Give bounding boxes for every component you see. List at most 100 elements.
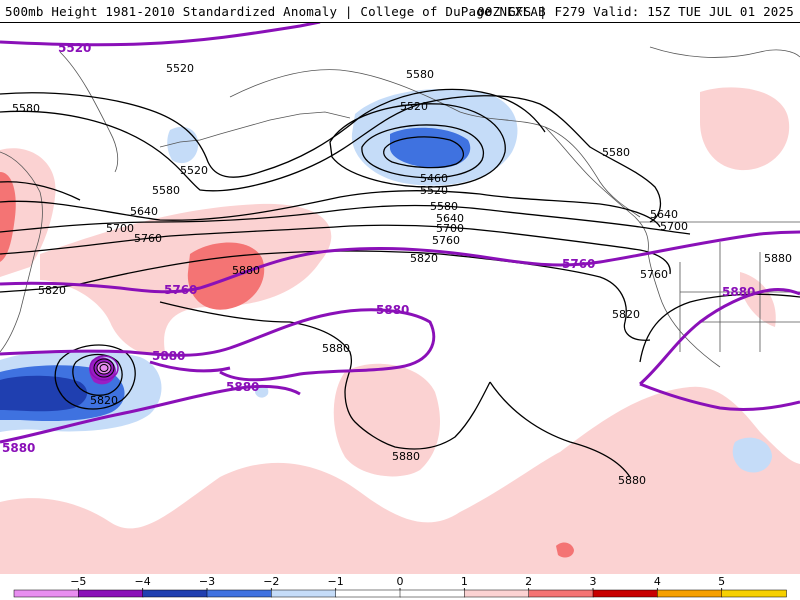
contour-label: 5820 [410, 252, 438, 265]
neg-anom-small-se [255, 384, 269, 398]
purple-5760-west [0, 230, 800, 294]
model-run-info: 00Z GFS | F279 Valid: 15Z TUE JUL 01 202… [477, 4, 794, 19]
pos-anom-south-pacific [0, 386, 800, 574]
pos-anom-west-core [0, 172, 16, 262]
contour-5580 [0, 95, 662, 223]
contour-label: 5460 [420, 172, 448, 185]
legend-swatch [399, 589, 466, 598]
contour-label: 5700 [436, 222, 464, 235]
contour-label: 5880 [392, 450, 420, 463]
highlight-contour-label: 5760 [164, 283, 197, 297]
map-title: 500mb Height 1981-2010 Standardized Anom… [5, 4, 546, 19]
legend-swatch [13, 589, 80, 598]
contour-label: 5580 [406, 68, 434, 81]
title-bar: 500mb Height 1981-2010 Standardized Anom… [0, 0, 800, 23]
coast-bc [544, 126, 649, 253]
contour-label: 5520 [420, 184, 448, 197]
anomaly-map[interactable]: 5520 5520 5520 5520 5580 5580 5580 5580 … [0, 22, 800, 574]
contour-label: 5760 [432, 234, 460, 247]
legend-swatch [335, 589, 401, 598]
legend-swatch [206, 589, 273, 598]
legend-swatch [721, 589, 787, 598]
contour-label: 5520 [166, 62, 194, 75]
highlight-contour-label: 5520 [58, 41, 91, 55]
pos-anom-central-pacific [40, 203, 332, 356]
legend-tick-label: −5 [70, 575, 86, 588]
positive-anomaly-shading [0, 87, 800, 574]
highlight-contour-label: 5880 [722, 285, 755, 299]
contour-label: 5640 [130, 205, 158, 218]
contour-label: 5520 [180, 164, 208, 177]
pos-anom-canada [700, 87, 790, 171]
contour-5460-low [361, 124, 484, 179]
highlight-contour-label: 5880 [226, 380, 259, 394]
height-contours [0, 88, 800, 478]
contour-label: 5880 [764, 252, 792, 265]
contour-5820 [0, 250, 651, 341]
legend-swatch [657, 589, 723, 598]
coast-hudson [649, 46, 800, 58]
pos-anom-small-core [556, 542, 574, 558]
contour-5520-low [329, 103, 506, 188]
highlight-contour-label: 5880 [376, 303, 409, 317]
legend-colorbar [13, 589, 787, 598]
purple-5880-east-lower [639, 382, 800, 411]
pos-anom-west-pacific [0, 148, 56, 277]
contour-label: 5580 [12, 102, 40, 115]
contour-label: 5700 [660, 220, 688, 233]
legend-tick-label: 4 [654, 575, 661, 588]
legend-swatch [271, 589, 337, 598]
contour-5640 [0, 189, 661, 228]
legend-swatch [78, 589, 144, 598]
purple-5880-south [0, 384, 301, 444]
contour-5520-ne-pac [0, 88, 546, 178]
contour-label: 5580 [430, 200, 458, 213]
typhoon-core [89, 355, 119, 381]
contour-5880-south [489, 381, 631, 478]
contour-label: 5880 [618, 474, 646, 487]
legend-tick-label: 1 [461, 575, 468, 588]
legend-tick-labels: −5 −4 −3 −2 −1 0 1 2 3 4 5 [70, 575, 725, 590]
coast-west-us [647, 251, 721, 368]
legend-swatch [528, 589, 594, 598]
contour-5580-west-loop [0, 181, 81, 201]
contour-label: 5760 [640, 268, 668, 281]
contour-label: 5580 [152, 184, 180, 197]
contour-5820-typhoon-outer [54, 344, 136, 410]
typhoon-ring-2 [93, 358, 115, 378]
purple-5880-typhoon [149, 360, 231, 373]
purple-5880-east [639, 288, 800, 386]
neg-anom-bering [167, 126, 199, 164]
contour-label: 5640 [436, 212, 464, 225]
contour-label: 5880 [232, 264, 260, 277]
coast-alaska [229, 69, 641, 218]
highlight-contour-label: 5880 [2, 441, 35, 455]
coast-kamchatka [59, 51, 119, 173]
contour-label: 5820 [90, 394, 118, 407]
legend-tick-label: −4 [135, 575, 151, 588]
contour-label: 5700 [106, 222, 134, 235]
highlight-contour-label: 5880 [152, 349, 185, 363]
legend-tick-label: −2 [263, 575, 279, 588]
legend-swatch [592, 589, 659, 598]
pos-anom-pacific-nw [740, 272, 776, 327]
contour-label: 5820 [38, 284, 66, 297]
anomaly-legend: −5 −4 −3 −2 −1 0 1 2 3 4 5 [13, 575, 787, 598]
legend-swatch [464, 589, 530, 598]
contour-5880-central [159, 301, 491, 450]
contour-5400-low [383, 136, 464, 169]
neg-anom-typhoon-core [0, 375, 88, 412]
contour-label: 5820 [612, 308, 640, 321]
legend-tick-label: 2 [525, 575, 532, 588]
typhoon-ring-1 [89, 355, 119, 381]
coast-aleutians [159, 111, 351, 148]
neg-anom-west-us [732, 437, 772, 473]
contour-5700 [0, 204, 691, 235]
legend-swatch [142, 589, 208, 598]
legend-tick-label: 5 [718, 575, 725, 588]
legend-tick-label: −1 [328, 575, 344, 588]
contour-label: 5640 [650, 208, 678, 221]
contour-label: 5520 [400, 100, 428, 113]
legend-tick-label: 3 [590, 575, 597, 588]
pos-anom-hawaii [333, 363, 440, 477]
